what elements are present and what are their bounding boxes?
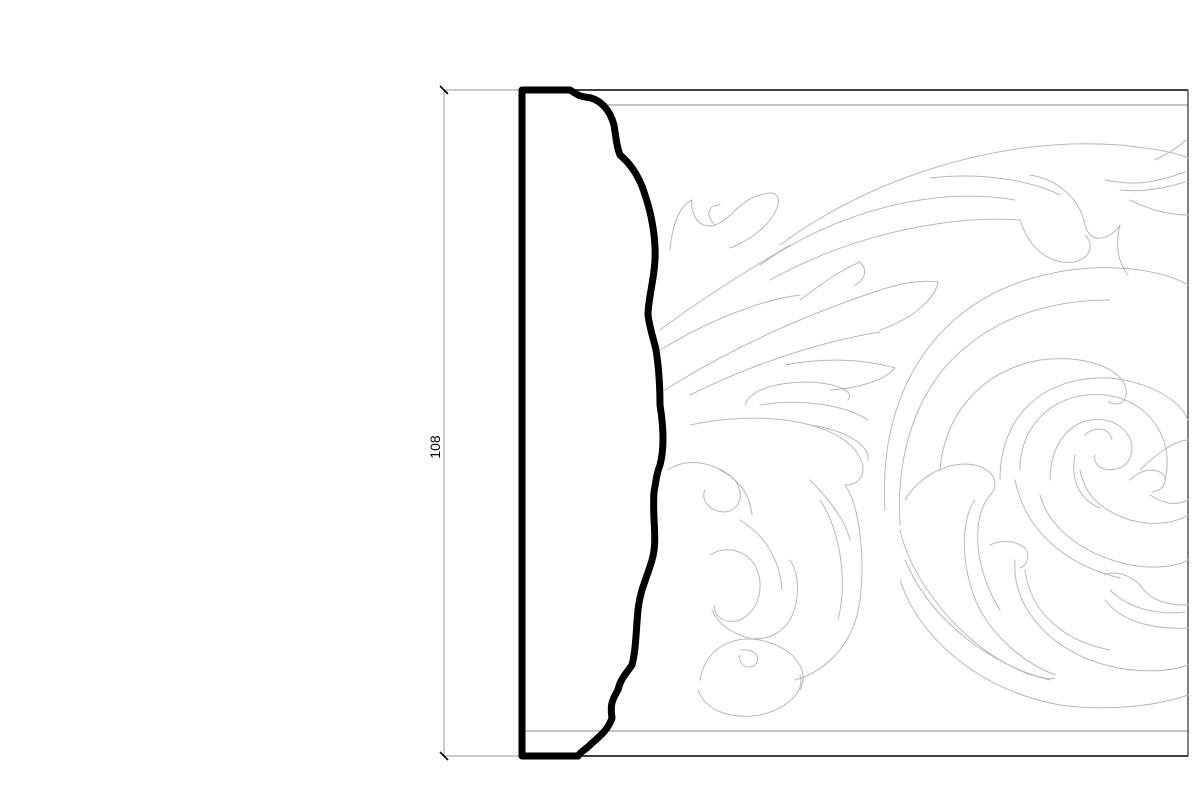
panel-outline: [525, 89, 1189, 757]
molding-profile: [518, 86, 667, 760]
height-dimension: 108: [427, 85, 520, 761]
dimension-label: 108: [427, 435, 443, 459]
dimension-tick-top: [439, 85, 449, 95]
dimension-tick-bottom: [439, 751, 449, 761]
acanthus-ornament: [659, 139, 1189, 717]
